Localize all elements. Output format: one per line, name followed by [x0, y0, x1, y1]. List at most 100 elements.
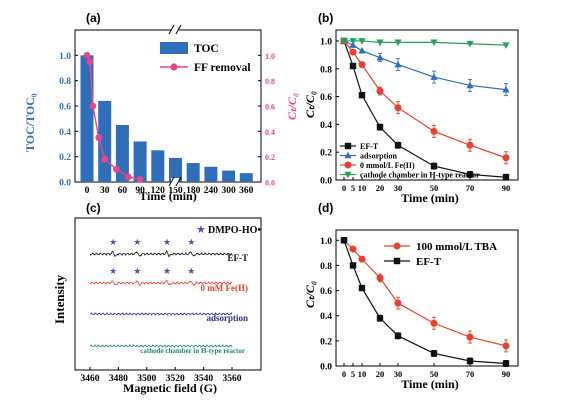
legend-toc-swatch [160, 42, 188, 54]
panel-c-xtick-label: 3540 [194, 374, 213, 384]
series-point-1 [376, 53, 384, 61]
panel-a: TOC/TOC₀ Cₜ/C₀ Time (min) 0.0 0.2 0.4 0.6 0.… [23, 24, 299, 203]
series-point-1 [430, 350, 438, 357]
pb-xtick-label: 5 [351, 183, 355, 193]
series-point-2 [349, 48, 357, 56]
panel-a-ytick-label: 1.0 [59, 52, 71, 62]
pd-ytick-label: 0.0 [320, 363, 332, 373]
series-point-0 [502, 342, 510, 350]
series-point-3 [466, 40, 474, 48]
panel-label-b: (b) [318, 11, 333, 25]
legend-toc-label: TOC [194, 43, 219, 55]
series-line-3 [344, 40, 507, 46]
star-marker-icon: ★ [133, 237, 141, 247]
panel-c-xtick-label: 3500 [137, 374, 156, 384]
panel-label-c: (c) [86, 201, 101, 215]
series-point-3 [394, 39, 402, 47]
panel-a-ytick-label: 0.2 [59, 153, 71, 163]
series-point-1 [349, 262, 357, 269]
legend-marker [393, 257, 401, 265]
series-point-0 [466, 333, 474, 341]
panel-b-xlabel: Time (min) [401, 191, 458, 205]
panel-a-xtick-label: 150 [168, 186, 183, 196]
panel-a-ytick-label: 0.8 [59, 77, 71, 87]
series-point-1 [394, 60, 402, 68]
panel-a-ytick-label: 0.4 [59, 128, 71, 138]
series-point-1 [466, 357, 474, 365]
series-point-0 [502, 174, 510, 181]
legend-ff-label: FF removal [194, 62, 251, 74]
annotation-dmpo-label: DMPO-HO• [208, 225, 261, 236]
pb-ytick-label: 0.2 [320, 149, 332, 159]
series-point-3 [349, 38, 357, 45]
ff-removal-line [86, 55, 141, 181]
epr-trace-3 [89, 344, 233, 348]
legend-label: adsorption [360, 152, 397, 161]
panel-a-ytick-label: 0.0 [59, 179, 71, 189]
panel-label-a: (a) [86, 11, 101, 25]
legend-marker [344, 171, 352, 179]
epr-trace-label: EF-T [227, 253, 248, 263]
legend-label: 100 mmol/L TBA [416, 241, 497, 253]
ff-removal-point [95, 134, 103, 142]
ff-removal-point [101, 155, 109, 163]
panel-a-y2tick-label: 0.0 [265, 179, 275, 188]
toc-bar [80, 55, 94, 183]
panel-c-xtick-label: 3480 [109, 374, 128, 384]
toc-bar [133, 141, 147, 182]
series-point-3 [376, 39, 384, 47]
star-marker-icon: ★ [133, 266, 141, 276]
panel-a-y2tick-label: 0.2 [265, 153, 275, 162]
pd-xtick-label: 90 [502, 369, 511, 379]
pb-ytick-label: 0.4 [320, 121, 332, 131]
star-marker-icon: ★ [163, 266, 171, 276]
legend-label: cathode chamber in H-type reactor [360, 171, 480, 180]
series-point-0 [430, 162, 438, 170]
pb-xtick-label: 70 [466, 183, 475, 193]
pd-ytick-label: 0.4 [320, 312, 332, 322]
ff-removal-point [124, 173, 132, 181]
legend-marker [344, 151, 352, 159]
pb-xtick-label: 10 [358, 183, 367, 193]
pb-xtick-label: 50 [430, 183, 439, 193]
series-point-0 [394, 299, 402, 307]
series-point-0 [466, 171, 474, 178]
ff-removal-point [86, 58, 94, 66]
pb-xtick-label: 0 [342, 183, 346, 193]
panel-a-legend: TOC FF removal [160, 42, 251, 74]
panel-a-xtick-label: 60 [118, 186, 128, 196]
series-point-3 [430, 39, 438, 47]
legend-label: EF-T [416, 256, 442, 268]
series-line-2 [343, 40, 507, 159]
panel-label-d: (d) [318, 201, 333, 215]
panel-d: Cₜ/C₀ Time (min) 0.0 0.2 0.4 0.6 0.8 1.0 0 5 10 2… [303, 229, 519, 391]
panel-a-ytick-label: 0.6 [59, 103, 71, 113]
series-point-0 [358, 255, 366, 263]
series-point-3 [358, 38, 366, 45]
legend-ff-marker [170, 63, 178, 71]
series-point-1 [502, 85, 510, 93]
series-point-0 [358, 91, 366, 99]
panel-a-xtick-label: 30 [100, 186, 110, 196]
panel-c-xtick-label: 3520 [166, 374, 185, 384]
toc-bar [222, 170, 236, 182]
toc-bar [204, 166, 218, 182]
panel-a-ylabel: TOC/TOC₀ [23, 93, 37, 152]
panel-a-xtick-label: 120 [151, 186, 166, 196]
series-point-0 [430, 319, 438, 327]
epr-trace-label: adsorption [206, 313, 248, 323]
series-point-0 [349, 245, 357, 253]
series-point-2 [394, 104, 402, 112]
series-point-1 [502, 360, 510, 367]
series-point-1 [376, 315, 384, 322]
ff-removal-point [89, 102, 97, 110]
legend-label: 0 mmol/L Fe(II) [360, 161, 415, 170]
pb-xtick-label: 30 [394, 183, 403, 193]
panel-b-ylabel: Cₜ/C₀ [303, 91, 317, 118]
pb-ytick-label: 0.0 [320, 177, 332, 187]
series-point-2 [358, 61, 366, 69]
panel-a-axis-break [168, 24, 182, 187]
pd-ytick-label: 0.8 [320, 262, 332, 272]
